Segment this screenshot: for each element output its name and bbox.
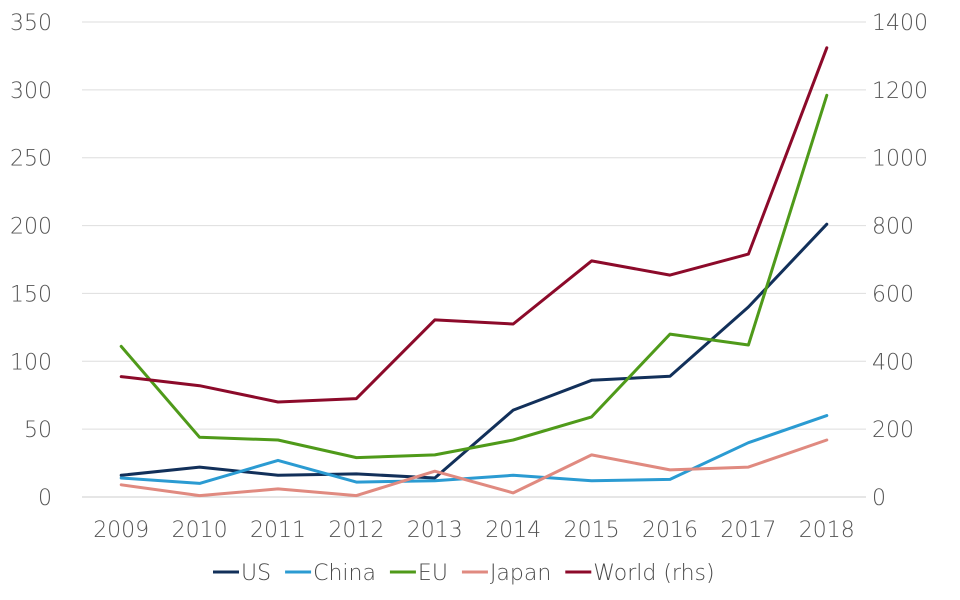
x-tick-label: 2010 — [172, 518, 228, 543]
left-tick-label: 350 — [10, 11, 52, 36]
legend-label-world-rhs: World (rhs) — [593, 561, 714, 586]
right-tick-label: 0 — [872, 486, 886, 511]
series-line-eu — [119, 93, 829, 460]
x-tick-label: 2017 — [720, 518, 776, 543]
x-tick-label: 2018 — [799, 518, 855, 543]
left-tick-label: 300 — [10, 79, 52, 104]
x-tick-label: 2011 — [250, 518, 306, 543]
series-line-china — [119, 414, 829, 485]
right-tick-label: 400 — [872, 350, 914, 375]
legend-label-us: US — [241, 561, 271, 586]
series-lines — [119, 46, 829, 498]
x-tick-label: 2016 — [642, 518, 698, 543]
right-axis-ticks: 0 200 400 600 800 1000 1200 1400 — [872, 11, 928, 511]
x-tick-label: 2014 — [485, 518, 541, 543]
legend-label-eu: EU — [418, 561, 448, 586]
x-tick-label: 2009 — [93, 518, 149, 543]
x-tick-label: 2013 — [407, 518, 463, 543]
x-tick-label: 2015 — [564, 518, 620, 543]
right-tick-label: 800 — [872, 215, 914, 240]
left-tick-label: 150 — [10, 282, 52, 307]
left-tick-label: 250 — [10, 147, 52, 172]
legend-label-china: China — [313, 561, 376, 586]
left-tick-label: 0 — [38, 486, 52, 511]
x-axis-ticks: 2009 2010 2011 2012 2013 2014 2015 2016 2017 2018 — [93, 518, 855, 543]
left-axis-ticks: 0 50 100 150 200 250 300 350 — [10, 11, 52, 511]
right-tick-label: 1000 — [872, 147, 928, 172]
legend: US China EU Japan World (rhs) — [213, 561, 715, 586]
series-line-world-rhs — [119, 46, 829, 404]
right-tick-label: 1400 — [872, 11, 928, 36]
right-tick-label: 600 — [872, 282, 914, 307]
series-line-japan — [119, 438, 829, 498]
gridlines — [82, 21, 866, 498]
legend-label-japan: Japan — [490, 561, 551, 586]
right-tick-label: 200 — [872, 418, 914, 443]
left-tick-label: 100 — [10, 350, 52, 375]
x-tick-label: 2012 — [328, 518, 384, 543]
left-tick-label: 50 — [24, 418, 52, 443]
left-tick-label: 200 — [10, 215, 52, 240]
right-tick-label: 1200 — [872, 79, 928, 104]
